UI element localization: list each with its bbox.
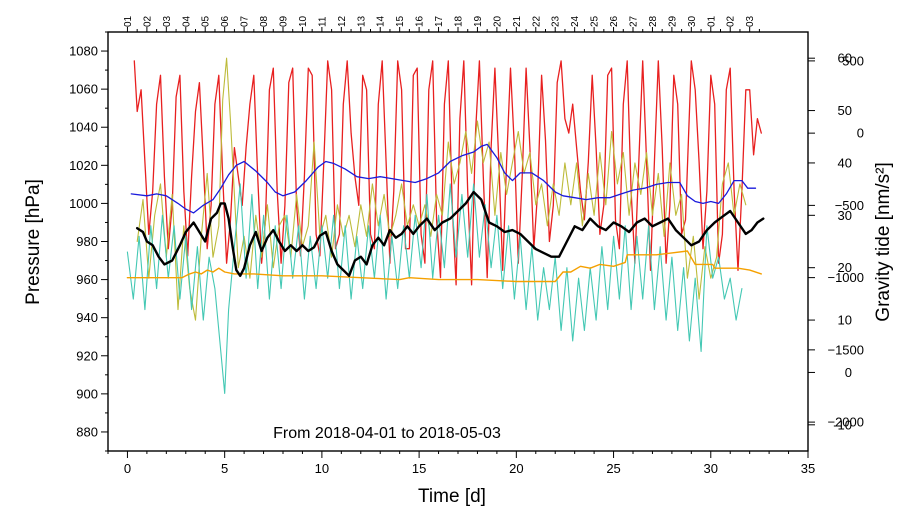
plot-frame bbox=[107, 31, 809, 452]
date-range-annotation: From 2018-04-01 to 2018-05-03 bbox=[273, 425, 501, 442]
series-pressure bbox=[136, 190, 765, 277]
right-upper-tick-label: 60 bbox=[838, 51, 852, 66]
series-tide-residual-lower bbox=[133, 60, 762, 286]
date-tick-label: 19 bbox=[473, 15, 484, 27]
left-pressure-axis: 880 900 920 940 960 980 1000 1020 1040 1060 1080 bbox=[69, 31, 108, 452]
date-tick-label: 23 bbox=[551, 15, 562, 27]
right-lower-tick-label: 500 bbox=[842, 53, 864, 68]
date-tick-label: 22 bbox=[531, 15, 542, 27]
date-tick-label: 12 bbox=[337, 15, 348, 27]
series-gravity-tide-model bbox=[126, 183, 743, 394]
right-upper-tick-label: 30 bbox=[838, 208, 852, 223]
right-upper-tick-label: 10 bbox=[838, 313, 852, 328]
right-upper-tick-label: 0 bbox=[845, 365, 852, 380]
series-auxiliary-drift bbox=[126, 250, 762, 283]
date-tick-label: 02 bbox=[726, 15, 737, 27]
left-tick-label: 960 bbox=[76, 272, 98, 287]
left-tick-label: 900 bbox=[76, 386, 98, 401]
left-tick-label: 940 bbox=[76, 310, 98, 325]
date-tick-label: 08 bbox=[259, 15, 270, 27]
date-tick-label: 11 bbox=[317, 16, 328, 27]
right-lower-tick-label: −500 bbox=[835, 198, 864, 213]
date-tick-label: 28 bbox=[648, 15, 659, 27]
right-lower-tick-label: −1500 bbox=[827, 342, 864, 357]
date-tick-label: 17 bbox=[434, 15, 445, 27]
date-tick-label: 16 bbox=[415, 15, 426, 27]
date-tick-label: 21 bbox=[512, 15, 523, 27]
x-tick-label: 35 bbox=[801, 461, 815, 476]
date-tick-label: 27 bbox=[629, 15, 640, 27]
date-tick-label: 03 bbox=[162, 15, 173, 27]
date-tick-label: 02 bbox=[142, 15, 153, 27]
date-tick-label: 26 bbox=[609, 15, 620, 27]
x-tick-label: 5 bbox=[221, 461, 228, 476]
left-tick-label: 1000 bbox=[69, 196, 98, 211]
right-lower-tick-label: 0 bbox=[857, 126, 864, 141]
right-upper-tick-label: 40 bbox=[838, 155, 852, 170]
x-tick-label: 25 bbox=[606, 461, 620, 476]
left-tick-label: 1040 bbox=[69, 120, 98, 135]
date-tick-label: 10 bbox=[298, 15, 309, 27]
right-upper-tick-label: 20 bbox=[838, 260, 852, 275]
top-date-axis: 01 02 03 04 05 06 07 08 09 10 11 12 13 14 15 16 17 18 19 20… bbox=[123, 15, 760, 32]
date-tick-label: 04 bbox=[181, 15, 192, 27]
x-tick-label: 20 bbox=[509, 461, 523, 476]
date-tick-label: 03 bbox=[745, 15, 756, 27]
date-tick-label: 01 bbox=[123, 15, 134, 27]
date-tick-label: 09 bbox=[279, 15, 290, 27]
date-tick-label: 29 bbox=[667, 15, 678, 27]
date-tick-label: 30 bbox=[687, 15, 698, 27]
left-tick-label: 1020 bbox=[69, 158, 98, 173]
right-upper-tick-label: -10 bbox=[833, 417, 852, 432]
date-tick-label: 20 bbox=[492, 15, 503, 27]
date-tick-label: 25 bbox=[590, 15, 601, 27]
series-pressure-smoothed bbox=[130, 143, 757, 214]
x-axis-title: Time [d] bbox=[418, 486, 486, 507]
x-tick-label: 30 bbox=[704, 461, 718, 476]
left-tick-label: 1080 bbox=[69, 44, 98, 59]
date-tick-label: 14 bbox=[376, 15, 387, 27]
x-tick-label: 0 bbox=[124, 461, 131, 476]
left-tick-label: 880 bbox=[76, 424, 98, 439]
date-tick-label: 06 bbox=[220, 15, 231, 27]
x-axis: 0 5 10 15 20 25 30 35 bbox=[107, 451, 815, 476]
right-axis-title: Gravity tide [nm/s²] bbox=[873, 162, 894, 321]
x-tick-label: 10 bbox=[315, 461, 329, 476]
left-tick-label: 1060 bbox=[69, 82, 98, 97]
right-upper-tick-label: 50 bbox=[838, 103, 852, 118]
date-tick-label: 15 bbox=[395, 15, 406, 27]
left-axis-title: Pressure [hPa] bbox=[23, 179, 44, 305]
right-gravity-axis: -10 0 10 20 30 40 50 60 −2000 −1500 −1000 −500 0 500 bbox=[808, 51, 864, 432]
date-tick-label: 07 bbox=[240, 15, 251, 27]
date-tick-label: 18 bbox=[454, 15, 465, 27]
left-tick-label: 980 bbox=[76, 234, 98, 249]
date-tick-label: 01 bbox=[706, 15, 717, 27]
right-lower-tick-label: −2000 bbox=[827, 415, 864, 430]
date-tick-label: 13 bbox=[356, 15, 367, 27]
date-tick-label: 24 bbox=[570, 15, 581, 27]
date-tick-label: 05 bbox=[201, 15, 212, 27]
series-layer bbox=[126, 57, 765, 394]
right-lower-tick-label: −1000 bbox=[827, 270, 864, 285]
x-tick-label: 15 bbox=[412, 461, 426, 476]
left-tick-label: 920 bbox=[76, 348, 98, 363]
